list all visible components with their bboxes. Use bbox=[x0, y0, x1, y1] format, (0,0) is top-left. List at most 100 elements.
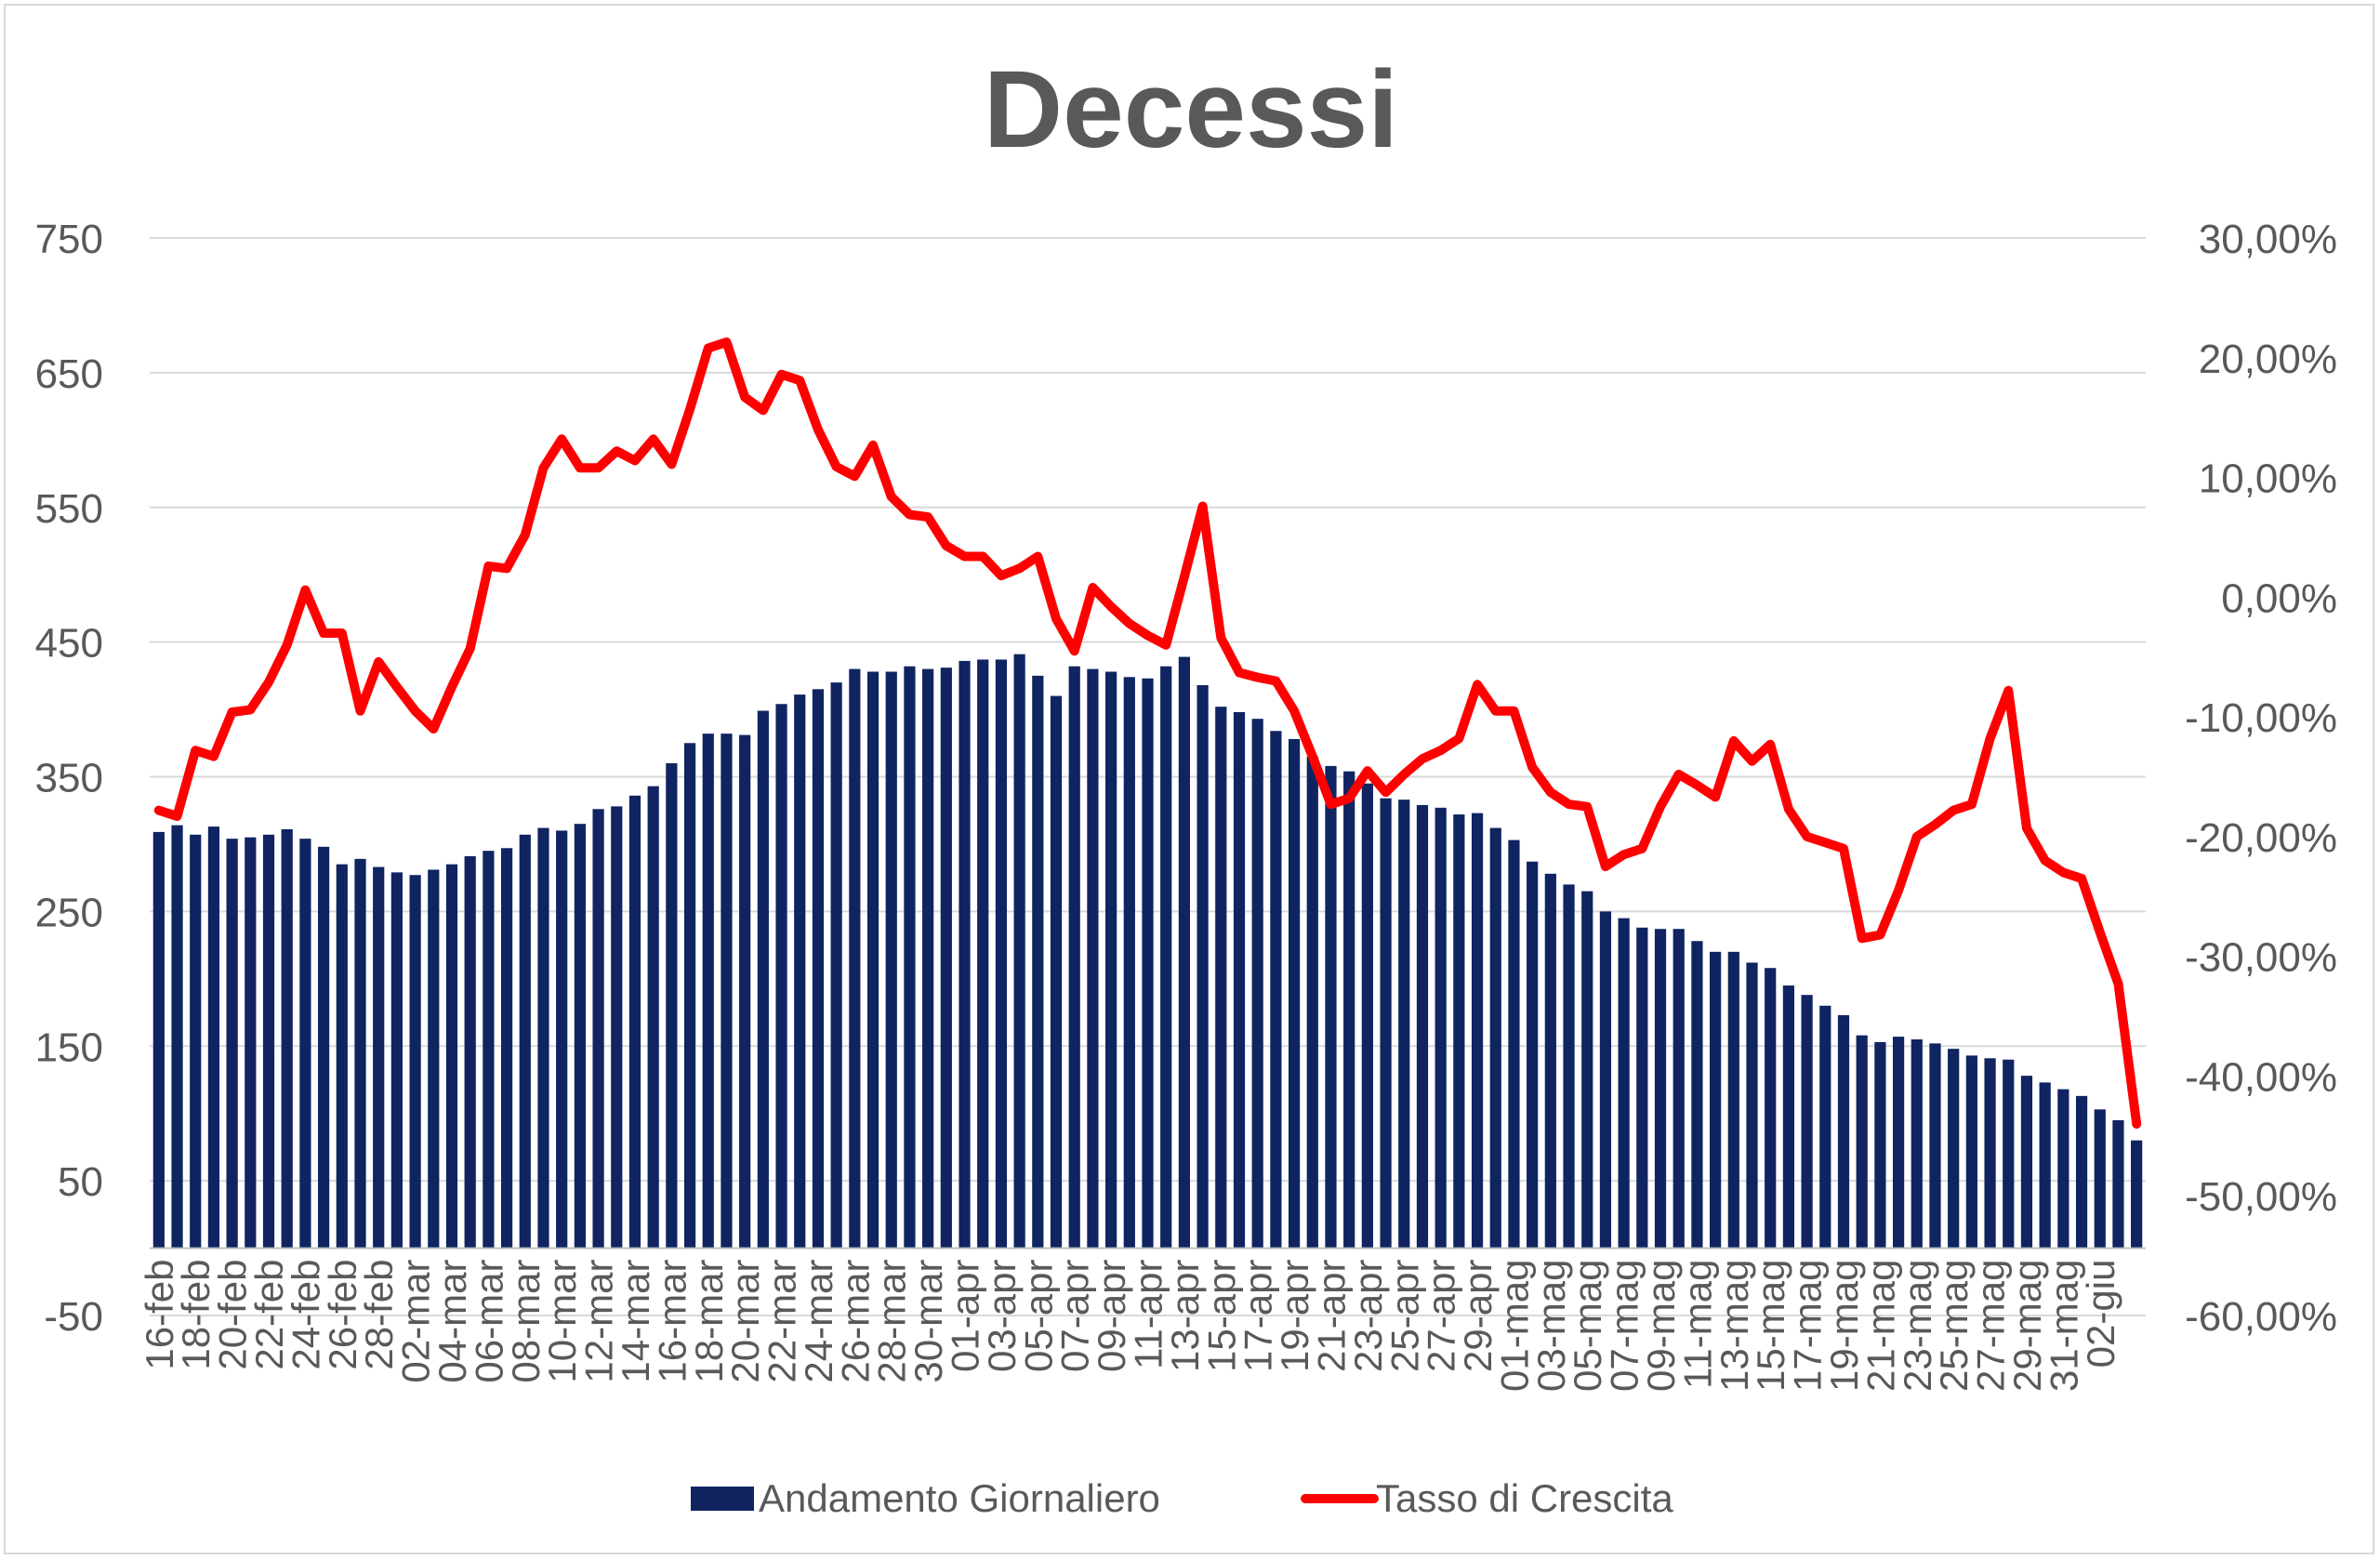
bar bbox=[1123, 677, 1135, 1249]
bar bbox=[1654, 929, 1667, 1249]
y-tick-label: 450 bbox=[35, 621, 103, 667]
bar bbox=[1233, 711, 1246, 1249]
x-tick-label: 03-apr bbox=[980, 1260, 1024, 1372]
bar bbox=[390, 872, 403, 1249]
x-tick-label: 26-feb bbox=[321, 1260, 364, 1370]
bar bbox=[1710, 951, 1722, 1249]
bar bbox=[483, 851, 495, 1249]
legend-swatch-bars bbox=[691, 1487, 754, 1511]
bar bbox=[1142, 678, 1154, 1249]
x-tick-label: 13-apr bbox=[1163, 1260, 1207, 1372]
y2-tick-label: -40,00% bbox=[2185, 1054, 2337, 1100]
x-tick-label: 27-apr bbox=[1420, 1260, 1463, 1372]
x-tick-label: 25-mag bbox=[1932, 1260, 1976, 1392]
bar bbox=[1160, 666, 1172, 1249]
bar bbox=[1453, 814, 1465, 1249]
bar bbox=[1251, 719, 1263, 1249]
bar bbox=[1215, 707, 1227, 1249]
y2-tick-label: 10,00% bbox=[2199, 456, 2337, 502]
bar bbox=[574, 824, 586, 1249]
legend-label-line: Tasso di Crescita bbox=[1376, 1476, 1673, 1520]
bar bbox=[1416, 804, 1429, 1249]
bar bbox=[519, 834, 531, 1249]
y2-tick-label: -20,00% bbox=[2185, 815, 2337, 861]
bar bbox=[794, 694, 806, 1249]
x-tick-label: 25-apr bbox=[1382, 1260, 1426, 1372]
bar bbox=[152, 831, 165, 1249]
bar bbox=[1782, 985, 1795, 1249]
left-axis: -50 50 150 250 350 450 550 650 750 bbox=[35, 217, 103, 1340]
x-tick-label: 24-mar bbox=[797, 1260, 840, 1383]
bar bbox=[940, 668, 952, 1249]
x-tick-label: 07-mag bbox=[1603, 1260, 1646, 1392]
bar bbox=[1508, 839, 1520, 1249]
bar bbox=[1765, 968, 1777, 1249]
x-tick-label: 14-mar bbox=[614, 1260, 657, 1383]
x-tick-label: 24-feb bbox=[284, 1260, 327, 1370]
x-tick-label: 05-apr bbox=[1016, 1260, 1060, 1372]
bar bbox=[702, 734, 714, 1249]
bar bbox=[1965, 1055, 1977, 1249]
chart: Decessi -50 50 150 250 350 450 550 650 750 -60,0… bbox=[35, 48, 2337, 1520]
bar bbox=[1178, 656, 1191, 1249]
x-tick-label: 30-mar bbox=[906, 1260, 950, 1383]
x-tick-label: 31-mag bbox=[2042, 1260, 2085, 1392]
x-tick-label: 11-mag bbox=[1675, 1260, 1719, 1389]
chart-frame: Decessi -50 50 150 250 350 450 550 650 750 -60,0… bbox=[4, 4, 2374, 1554]
y2-tick-label: 0,00% bbox=[2221, 575, 2337, 621]
bar bbox=[739, 734, 751, 1249]
bar bbox=[1636, 927, 1648, 1249]
x-tick-label: 17-mag bbox=[1786, 1260, 1830, 1392]
bar bbox=[1489, 827, 1501, 1249]
bar bbox=[2003, 1059, 2015, 1249]
bar bbox=[1032, 675, 1044, 1249]
x-tick-label: 05-mag bbox=[1566, 1260, 1609, 1392]
x-tick-label: 22-feb bbox=[247, 1260, 291, 1370]
x-tick-label: 27-mag bbox=[1969, 1260, 2013, 1392]
bar bbox=[445, 864, 458, 1249]
y2-tick-label: 30,00% bbox=[2199, 217, 2337, 262]
bar bbox=[262, 834, 275, 1249]
bar bbox=[2094, 1109, 2106, 1249]
bar bbox=[190, 834, 202, 1249]
x-tick-label: 16-feb bbox=[138, 1260, 181, 1370]
bar bbox=[757, 710, 769, 1249]
bar bbox=[721, 734, 733, 1249]
bar bbox=[500, 848, 513, 1249]
bar bbox=[830, 682, 842, 1249]
x-tick-label: 13-mag bbox=[1712, 1260, 1756, 1392]
x-tick-label: 20-feb bbox=[211, 1260, 255, 1370]
chart-title: Decessi bbox=[984, 48, 1398, 171]
bar bbox=[1673, 929, 1685, 1249]
bar bbox=[373, 866, 385, 1249]
bar bbox=[556, 830, 568, 1249]
bar bbox=[922, 668, 934, 1249]
bar bbox=[1050, 695, 1063, 1249]
y-tick-label: 650 bbox=[35, 351, 103, 397]
bar bbox=[592, 809, 604, 1249]
bar bbox=[1929, 1043, 1941, 1249]
bar bbox=[2075, 1095, 2088, 1249]
bar bbox=[2131, 1140, 2143, 1249]
bar bbox=[1197, 684, 1209, 1249]
bar bbox=[1599, 911, 1612, 1249]
x-tick-label: 19-apr bbox=[1273, 1260, 1316, 1372]
bar bbox=[537, 827, 549, 1249]
bar bbox=[666, 763, 678, 1249]
x-tick-label: 29-apr bbox=[1456, 1260, 1500, 1372]
x-tick-label: 10-mar bbox=[540, 1260, 584, 1383]
bar bbox=[995, 659, 1008, 1249]
x-tick-label: 23-mag bbox=[1896, 1260, 1939, 1392]
bar bbox=[354, 858, 366, 1249]
bar bbox=[2057, 1089, 2069, 1249]
bar bbox=[628, 795, 641, 1249]
bar bbox=[1361, 783, 1373, 1249]
y2-tick-label: -60,00% bbox=[2185, 1294, 2337, 1340]
bar bbox=[647, 786, 659, 1249]
x-tick-label: 28-mar bbox=[870, 1260, 914, 1383]
bar bbox=[1856, 1035, 1868, 1249]
bar bbox=[428, 869, 440, 1249]
x-tick-label: 18-mar bbox=[687, 1260, 731, 1383]
y-tick-label: 50 bbox=[58, 1159, 103, 1205]
bar bbox=[1435, 807, 1447, 1249]
